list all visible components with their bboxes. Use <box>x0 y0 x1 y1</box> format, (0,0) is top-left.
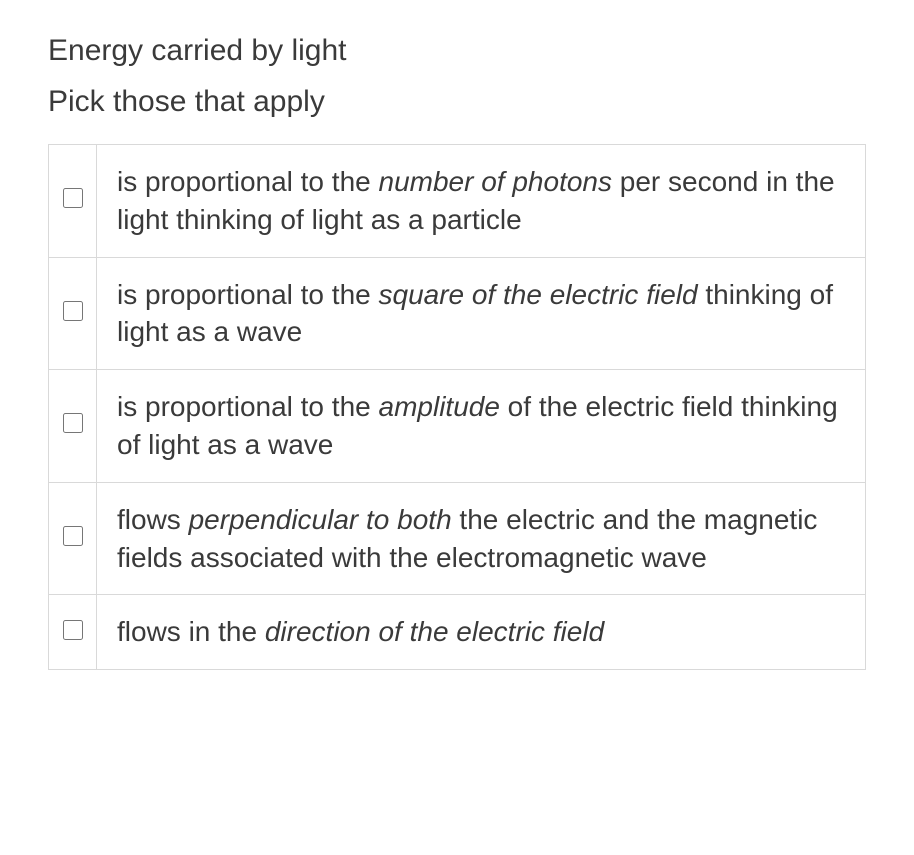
options-table: is proportional to the number of photons… <box>48 144 866 670</box>
option-pre: is proportional to the <box>117 391 379 422</box>
checkbox-cell <box>49 595 97 670</box>
option-row: is proportional to the amplitude of the … <box>49 370 866 483</box>
option-text: flows perpendicular to both the electric… <box>97 482 866 595</box>
option-pre: is proportional to the <box>117 279 379 310</box>
checkbox-cell <box>49 145 97 258</box>
option-row: is proportional to the square of the ele… <box>49 257 866 370</box>
question-container: Energy carried by light Pick those that … <box>0 0 914 698</box>
option-checkbox-3[interactable] <box>63 413 83 433</box>
option-checkbox-5[interactable] <box>63 620 83 640</box>
option-text: is proportional to the number of photons… <box>97 145 866 258</box>
checkbox-cell <box>49 482 97 595</box>
option-em: amplitude <box>379 391 500 422</box>
option-em: perpendicular to both <box>189 504 452 535</box>
option-pre: flows <box>117 504 189 535</box>
option-text: is proportional to the amplitude of the … <box>97 370 866 483</box>
option-pre: is proportional to the <box>117 166 379 197</box>
option-text: is proportional to the square of the ele… <box>97 257 866 370</box>
question-subtitle: Pick those that apply <box>48 79 866 124</box>
option-text: flows in the direction of the electric f… <box>97 595 866 670</box>
option-row: is proportional to the number of photons… <box>49 145 866 258</box>
option-em: square of the electric field <box>379 279 698 310</box>
checkbox-cell <box>49 257 97 370</box>
question-title: Energy carried by light <box>48 28 866 73</box>
option-row: flows perpendicular to both the electric… <box>49 482 866 595</box>
option-checkbox-2[interactable] <box>63 301 83 321</box>
option-em: number of photons <box>379 166 613 197</box>
option-em: direction of the electric field <box>265 616 604 647</box>
option-row: flows in the direction of the electric f… <box>49 595 866 670</box>
option-pre: flows in the <box>117 616 265 647</box>
checkbox-cell <box>49 370 97 483</box>
option-checkbox-1[interactable] <box>63 188 83 208</box>
option-checkbox-4[interactable] <box>63 526 83 546</box>
